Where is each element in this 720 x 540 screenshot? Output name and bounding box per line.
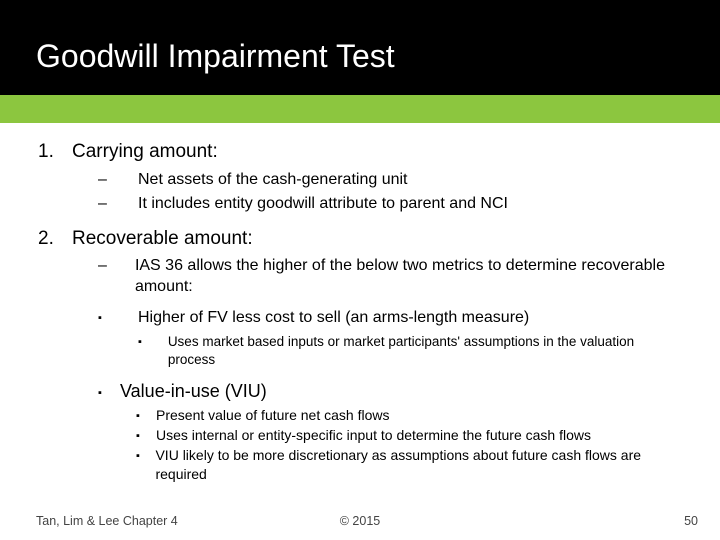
square-bullet: ▪: [136, 406, 156, 425]
sub-item: – Net assets of the cash-generating unit: [98, 169, 682, 191]
viu-head-text: Value-in-use (VIU): [120, 381, 267, 402]
nested-item: ▪ Uses market based inputs or market par…: [138, 333, 682, 369]
list-item-2: 2. Recoverable amount:: [38, 228, 682, 250]
dash-bullet: –: [98, 193, 138, 215]
square-bullet: ▪: [136, 426, 156, 445]
footer-page-number: 50: [684, 514, 698, 528]
content-area: 1. Carrying amount: – Net assets of the …: [0, 123, 720, 484]
square-bullet: ▪: [136, 446, 155, 484]
square-bullet: ▪: [138, 333, 168, 369]
title-band: Goodwill Impairment Test: [0, 0, 720, 95]
sublist-2: – IAS 36 allows the higher of the below …: [98, 256, 682, 328]
item-number: 2.: [38, 228, 72, 250]
item-number: 1.: [38, 141, 72, 163]
sub-text: It includes entity goodwill attribute to…: [138, 193, 508, 215]
viu-text: Uses internal or entity-specific input t…: [156, 426, 591, 445]
sublist-1: – Net assets of the cash-generating unit…: [98, 169, 682, 214]
item-label: Recoverable amount:: [72, 228, 253, 250]
square-bullet: ▪: [98, 308, 138, 329]
item-label: Carrying amount:: [72, 141, 218, 163]
viu-text: Present value of future net cash flows: [156, 406, 389, 425]
viu-item: ▪ Uses internal or entity-specific input…: [136, 426, 682, 445]
square-bullet: ▪: [98, 381, 120, 402]
viu-list: ▪ Present value of future net cash flows…: [136, 406, 682, 484]
sub-text: Net assets of the cash-generating unit: [138, 169, 408, 191]
viu-item: ▪ VIU likely to be more discretionary as…: [136, 446, 682, 484]
dash-bullet: –: [98, 256, 135, 298]
viu-heading: ▪ Value-in-use (VIU): [98, 381, 682, 402]
accent-band: [0, 95, 720, 123]
footer: Tan, Lim & Lee Chapter 4 © 2015 50: [0, 514, 720, 528]
sub-text: IAS 36 allows the higher of the below tw…: [135, 256, 682, 298]
sub-item: – It includes entity goodwill attribute …: [98, 193, 682, 215]
viu-item: ▪ Present value of future net cash flows: [136, 406, 682, 425]
dash-bullet: –: [98, 169, 138, 191]
nested-text: Uses market based inputs or market parti…: [168, 333, 682, 369]
sub-item: – IAS 36 allows the higher of the below …: [98, 256, 682, 298]
square-item: ▪ Higher of FV less cost to sell (an arm…: [98, 308, 682, 329]
list-item-1: 1. Carrying amount:: [38, 141, 682, 163]
slide-title: Goodwill Impairment Test: [36, 38, 395, 75]
viu-section: ▪ Value-in-use (VIU) ▪ Present value of …: [98, 381, 682, 484]
nested-list-fv: ▪ Uses market based inputs or market par…: [138, 333, 682, 369]
sub-text: Higher of FV less cost to sell (an arms-…: [138, 308, 529, 329]
footer-left: Tan, Lim & Lee Chapter 4: [36, 514, 178, 528]
viu-text: VIU likely to be more discretionary as a…: [155, 446, 682, 484]
footer-center: © 2015: [340, 514, 381, 528]
